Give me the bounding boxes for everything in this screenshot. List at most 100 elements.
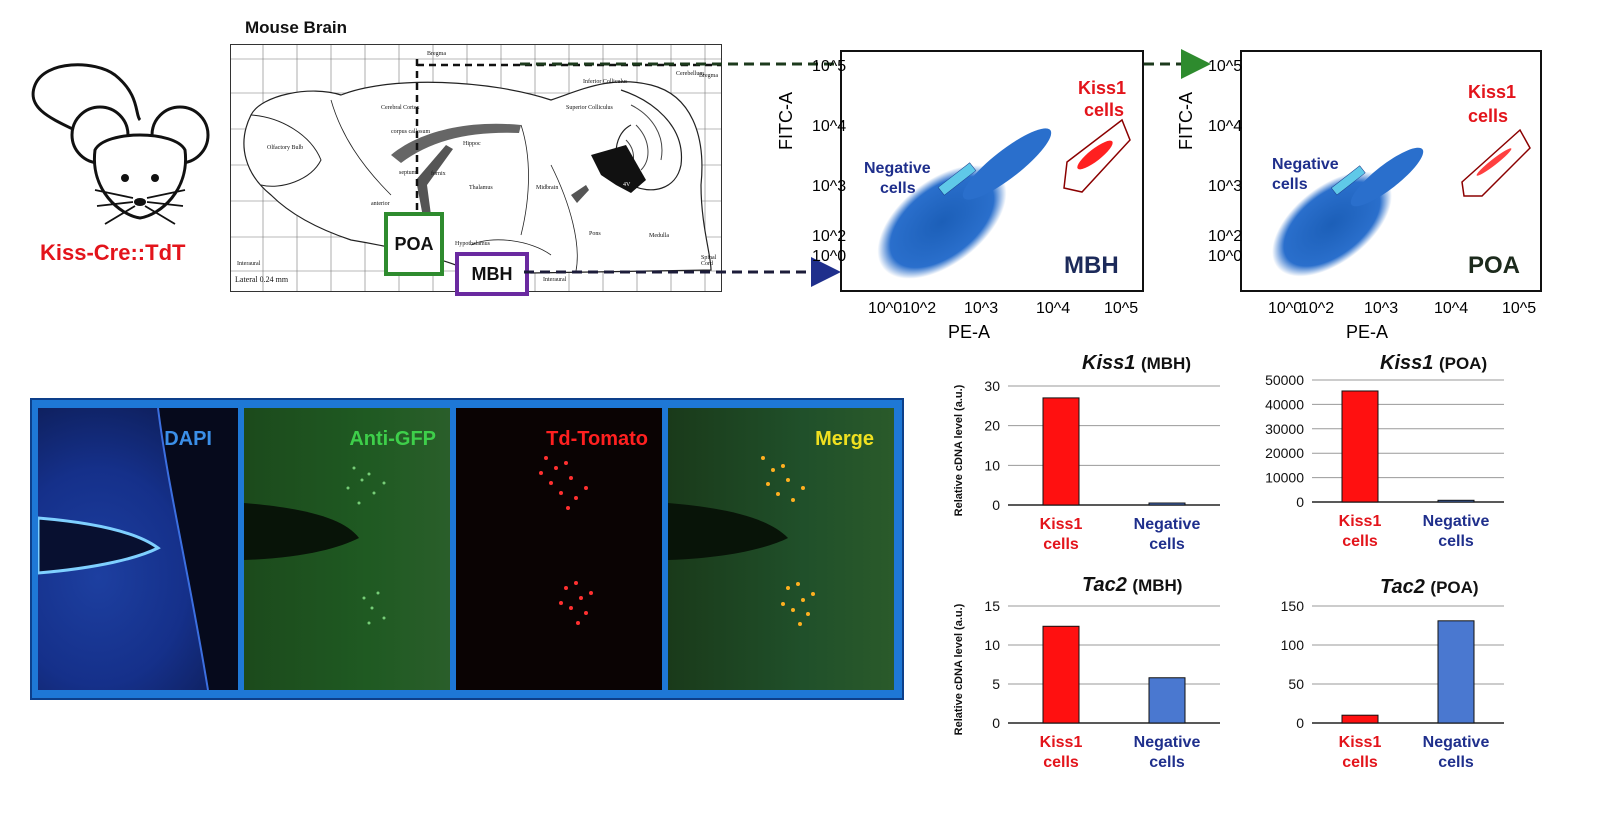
flow-poa-y-tick-3: 10^3 xyxy=(1208,178,1243,195)
y-tick-label: 50 xyxy=(1288,676,1304,692)
y-tick-label: 20 xyxy=(984,418,1000,434)
flow-mbh-x-tick-3: 10^3 xyxy=(964,300,999,317)
category-label: Negative xyxy=(1134,734,1201,751)
flow-mbh-negative-label-2: cells xyxy=(880,180,916,197)
category-label: Negative xyxy=(1134,516,1201,533)
negative-gate xyxy=(1331,165,1366,196)
bar xyxy=(1042,397,1080,506)
atlas-label-septum: septum xyxy=(399,170,417,176)
bar xyxy=(1437,499,1475,503)
bar xyxy=(1341,390,1379,503)
y-tick-label: 100 xyxy=(1281,637,1305,653)
atlas-label-pons: Pons xyxy=(589,231,601,237)
y-tick-label: 0 xyxy=(992,715,1000,731)
flow-mbh-x-axis-label: PE-A xyxy=(948,322,991,342)
atlas-label-hypothalamus: Hypothalamus xyxy=(455,241,490,247)
y-tick-label: 5 xyxy=(992,676,1000,692)
flow-poa-negative-label-1: Negative xyxy=(1272,156,1339,173)
flow-poa-y-tick-5: 10^5 xyxy=(1208,58,1243,75)
atlas-label-hippocampus: Hippoc xyxy=(463,141,481,147)
microscopy-panel-gfp: Anti-GFP xyxy=(244,408,450,690)
flow-poa-x-tick-3: 10^3 xyxy=(1364,300,1399,317)
y-tick-label: 0 xyxy=(992,497,1000,513)
microscopy-panel-merge: Merge xyxy=(668,408,894,690)
brain-atlas-title: Mouse Brain xyxy=(245,18,348,37)
y-axis-label: Relative cDNA level (a.u.) xyxy=(953,384,965,516)
microscopy-label-tdtomato: Td-Tomato xyxy=(546,428,648,450)
poa-region-box: POA xyxy=(384,212,444,276)
category-label: cells xyxy=(1043,754,1079,771)
flow-mbh-y-tick-2: 10^2 xyxy=(812,228,847,245)
microscopy-label-merge: Merge xyxy=(815,428,874,450)
category-label: Kiss1 xyxy=(1339,513,1382,530)
bar xyxy=(1042,625,1080,724)
atlas-label-olfactory-bulb: Olfactory Bulb xyxy=(267,145,304,151)
flow-poa-y-tick-2: 10^2 xyxy=(1208,228,1243,245)
category-label: cells xyxy=(1043,536,1079,553)
y-tick-label: 10 xyxy=(984,457,1000,473)
negative-cell-tail xyxy=(962,128,1052,200)
flow-poa-x-tick-2: 10^2 xyxy=(1300,300,1335,317)
flow-poa-kiss1-label-2: cells xyxy=(1468,106,1509,126)
brain-atlas-drawing xyxy=(231,45,721,291)
flow-poa-x-tick-0: 10^0 xyxy=(1268,300,1303,317)
flow-mbh-x-tick-4: 10^4 xyxy=(1036,300,1071,317)
flow-mbh-y-tick-5: 10^5 xyxy=(812,58,847,75)
category-label: cells xyxy=(1438,533,1474,550)
bar-chart-kiss1-mbh: 0 10 20 30 Relative cDNA level (a.u.) Kiss1 ce… xyxy=(953,378,1220,553)
atlas-label-interaural-left: Interaural xyxy=(237,261,261,267)
atlas-label-spinal-cord: Spinal Cord xyxy=(701,255,717,267)
flow-mbh-x-tick-2: 10^2 xyxy=(902,300,937,317)
category-label: cells xyxy=(1149,754,1185,771)
y-tick-label: 30000 xyxy=(1265,421,1304,437)
flow-poa-y-tick-4: 10^4 xyxy=(1208,118,1243,135)
flow-mbh-y-tick-3: 10^3 xyxy=(812,178,847,195)
mouse-illustration xyxy=(31,63,210,225)
chart-title-tac2-poa: Tac2 (POA) xyxy=(1380,576,1479,598)
chart-title-kiss1-mbh: Kiss1 (MBH) xyxy=(1082,352,1191,374)
y-tick-label: 0 xyxy=(1296,715,1304,731)
flow-poa-x-tick-5: 10^5 xyxy=(1502,300,1537,317)
negative-gate xyxy=(937,162,977,196)
flow-panel-mbh: Negative cells Kiss1 cells MBH xyxy=(840,50,1144,292)
y-tick-label: 15 xyxy=(984,598,1000,614)
flow-mbh-negative-label-1: Negative xyxy=(864,160,931,177)
bar xyxy=(1148,502,1186,506)
negative-cell-tail xyxy=(1350,147,1424,207)
category-label: cells xyxy=(1438,754,1474,771)
category-label: Negative xyxy=(1423,734,1490,751)
flow-poa-negative-label-2: cells xyxy=(1272,176,1308,193)
microscopy-frame: DAPI Anti-GFP Td-Tomato xyxy=(30,398,904,700)
kiss1-gate xyxy=(1063,118,1131,193)
atlas-label-thalamus: Thalamus xyxy=(469,185,493,191)
flow-poa-x-tick-4: 10^4 xyxy=(1434,300,1469,317)
bar-chart-tac2-mbh: 0 5 10 15 Relative cDNA level (a.u.) Kiss1 cel… xyxy=(953,598,1220,771)
atlas-label-4v: 4V xyxy=(623,182,631,188)
flow-poa-y-axis-label: FITC-A xyxy=(1176,92,1196,150)
flow-poa-x-axis-label: PE-A xyxy=(1346,322,1389,342)
mbh-region-box: MBH xyxy=(455,252,529,296)
kiss1-cell-cluster xyxy=(1077,140,1113,170)
bar xyxy=(1437,620,1475,724)
atlas-label-fornix: fornix xyxy=(431,171,446,177)
category-label: cells xyxy=(1342,754,1378,771)
atlas-label-bregma-right: Bregma xyxy=(699,73,718,79)
atlas-label-midbrain: Midbrain xyxy=(536,185,559,191)
atlas-label-inferior-colliculus: Inferior Colliculus xyxy=(583,79,628,85)
flow-poa-kiss1-label-1: Kiss1 xyxy=(1468,82,1517,102)
category-label: cells xyxy=(1149,536,1185,553)
mouse-strain-label: Kiss-Cre::TdT xyxy=(40,240,186,265)
y-tick-label: 150 xyxy=(1281,598,1305,614)
flow-mbh-x-tick-0: 10^0 xyxy=(868,300,903,317)
flow-mbh-y-tick-0: 10^0 xyxy=(812,248,847,265)
flow-panel-poa: Negative cells Kiss1 cells POA xyxy=(1240,50,1542,292)
flow-mbh-y-axis-label: FITC-A xyxy=(776,92,796,150)
bar xyxy=(1341,714,1379,724)
flow-poa-y-tick-0: 10^0 xyxy=(1208,248,1243,265)
flow-scatter-poa xyxy=(1272,128,1531,277)
flow-mbh-kiss1-label-1: Kiss1 xyxy=(1078,78,1127,98)
atlas-label-anterior: anterior xyxy=(371,201,390,207)
atlas-label-cerebellum: Cerebellum xyxy=(676,71,704,77)
atlas-label-interaural-bottom: Interaural xyxy=(543,277,567,283)
microscopy-label-dapi: DAPI xyxy=(164,428,212,450)
